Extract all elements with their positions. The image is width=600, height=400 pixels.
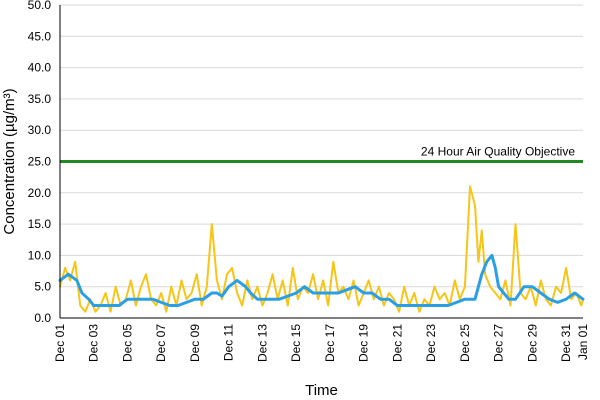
x-tick-label: Dec 07	[154, 324, 168, 362]
y-tick-label: 30.0	[28, 123, 52, 137]
x-tick-label: Dec 29	[525, 324, 539, 362]
x-tick-label: Dec 03	[87, 324, 101, 362]
plot-series	[58, 185, 585, 313]
y-tick-label: 40.0	[28, 61, 52, 75]
x-tick-label: Dec 31	[559, 324, 573, 362]
x-tick-label: Dec 19	[357, 324, 371, 362]
x-axis-title: Time	[305, 382, 338, 399]
y-tick-label: 10.0	[28, 248, 52, 262]
y-tick-label: 50.0	[28, 0, 52, 12]
x-tick-label: Dec 17	[323, 324, 337, 362]
x-tick-label: Dec 13	[255, 324, 269, 362]
rolling-series-line	[58, 253, 585, 307]
x-tick-label: Dec 15	[289, 324, 303, 362]
x-tick-label: Jan 01	[576, 324, 590, 360]
x-axis-ticks: Dec 01 Dec 03 Dec 05 Dec 07 Dec 09 Dec 11 Dec …	[53, 324, 590, 362]
x-tick-label: Dec 27	[492, 324, 506, 362]
y-tick-label: 35.0	[28, 92, 52, 106]
x-tick-label: Dec 23	[424, 324, 438, 362]
y-tick-label: 45.0	[28, 29, 52, 43]
y-axis-ticks: 0.0 5.0 10.0 15.0 20.0 25.0 30.0 35.0 40.0 45.0 50…	[28, 0, 52, 325]
x-tick-label: Dec 11	[222, 324, 236, 361]
x-tick-label: Dec 01	[53, 324, 67, 362]
x-tick-label: Dec 09	[188, 324, 202, 362]
y-axis-title: Concentration (µg/m³)	[1, 88, 18, 234]
y-tick-label: 25.0	[28, 155, 52, 169]
x-tick-label: Dec 21	[390, 324, 404, 362]
y-tick-label: 15.0	[28, 217, 52, 231]
objective-label: 24 Hour Air Quality Objective	[421, 145, 575, 159]
x-tick-label: Dec 25	[458, 324, 472, 362]
y-tick-label: 20.0	[28, 186, 52, 200]
y-tick-label: 5.0	[34, 280, 51, 294]
y-tick-label: 0.0	[34, 311, 51, 325]
x-tick-label: Dec 05	[120, 324, 134, 362]
